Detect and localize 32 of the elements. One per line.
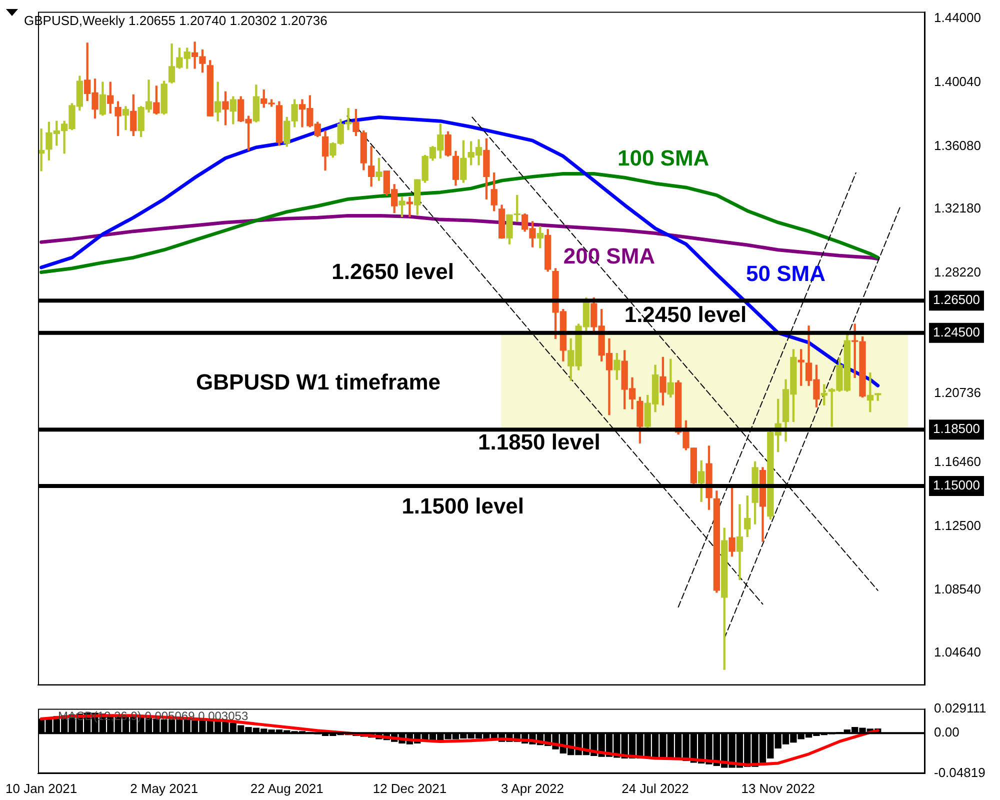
series-label: 200 SMA (563, 244, 656, 269)
y-tick-label: 0.00 (934, 724, 960, 740)
series-label: 100 SMA (617, 145, 710, 170)
annotation: 1.1500 level (402, 493, 524, 518)
y-tick-label: 1.36080 (934, 138, 981, 153)
annotation: 1.2650 level (332, 259, 454, 284)
x-tick-label: 12 Dec 2021 (372, 780, 447, 796)
x-tick-label: 24 Jul 2022 (622, 780, 689, 796)
y-tick-label: 0.029111 (934, 700, 986, 716)
y-tick-label: 1.08540 (934, 582, 981, 597)
y-tick-label: 1.12500 (934, 518, 981, 533)
y-tick-label: 1.32180 (934, 200, 981, 216)
ref-line-label: 1.24500 (933, 324, 980, 340)
series-label: 50 SMA (746, 261, 826, 286)
ref-line-label: 1.15000 (933, 478, 980, 493)
annotation: 1.2450 level (624, 302, 747, 328)
x-tick-label: 2 May 2021 (130, 780, 198, 796)
x-tick-label: 13 Nov 2022 (741, 780, 815, 796)
y-tick-label: 1.44000 (934, 10, 981, 26)
annotation: GBPUSD W1 timeframe (196, 370, 441, 395)
y-tick-label: -0.04819 (934, 764, 986, 780)
x-tick-label: 10 Jan 2021 (6, 780, 78, 796)
y-tick-label: 1.40040 (934, 74, 981, 89)
y-tick-label: 1.16460 (934, 454, 981, 470)
annotation: 1.1850 level (478, 430, 600, 455)
y-tick-label: 1.28220 (934, 264, 981, 280)
x-tick-label: 3 Apr 2022 (501, 780, 564, 796)
ref-line-label: 1.26500 (933, 292, 980, 308)
x-tick-label: 22 Aug 2021 (250, 780, 324, 796)
y-tick-label: 1.20736 (934, 385, 981, 400)
y-tick-label: 1.04640 (934, 644, 981, 660)
ref-line-label: 1.18500 (933, 421, 980, 436)
